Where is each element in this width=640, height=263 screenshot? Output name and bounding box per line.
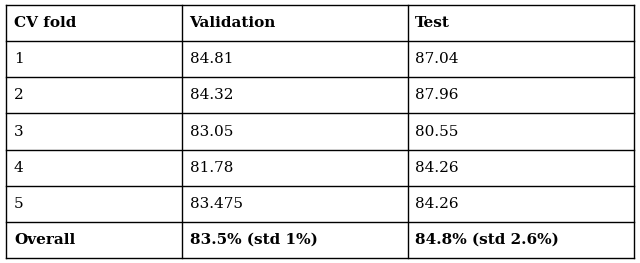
Text: 80.55: 80.55	[415, 124, 459, 139]
Text: Validation: Validation	[189, 16, 276, 30]
Text: Test: Test	[415, 16, 450, 30]
Text: 2: 2	[14, 88, 24, 102]
Text: CV fold: CV fold	[14, 16, 76, 30]
Text: 87.04: 87.04	[415, 52, 459, 66]
Text: 87.96: 87.96	[415, 88, 459, 102]
Text: Overall: Overall	[14, 233, 75, 247]
Text: 84.32: 84.32	[189, 88, 233, 102]
Text: 84.26: 84.26	[415, 197, 459, 211]
Text: 3: 3	[14, 124, 24, 139]
Text: 84.26: 84.26	[415, 161, 459, 175]
Text: 84.81: 84.81	[189, 52, 233, 66]
Text: 4: 4	[14, 161, 24, 175]
Text: 5: 5	[14, 197, 24, 211]
Text: 83.05: 83.05	[189, 124, 233, 139]
Text: 1: 1	[14, 52, 24, 66]
Text: 83.5% (std 1%): 83.5% (std 1%)	[189, 233, 317, 247]
Text: 84.8% (std 2.6%): 84.8% (std 2.6%)	[415, 233, 559, 247]
Text: 83.475: 83.475	[189, 197, 243, 211]
Text: 81.78: 81.78	[189, 161, 233, 175]
